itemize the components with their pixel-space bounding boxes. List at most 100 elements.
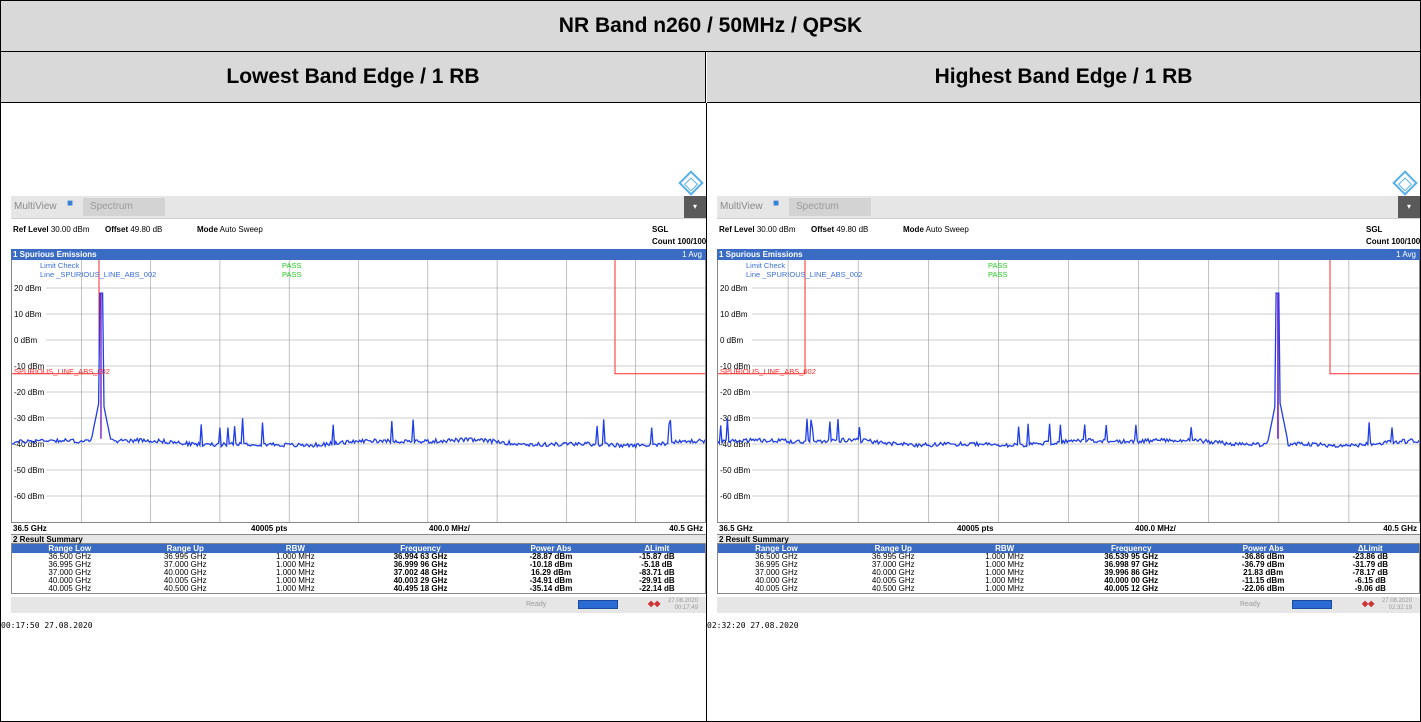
offset-label: Offset	[811, 225, 835, 234]
chevron-down-icon[interactable]: ▾	[684, 196, 706, 218]
table-cell: -29.91 dB	[639, 576, 675, 585]
offset: Offset 49.80 dB	[811, 225, 868, 234]
result-summary-header: 2 Result Summary	[717, 535, 1420, 544]
status-timestamp: 27.08.2020 00:17:49	[668, 598, 698, 612]
sweep-count: Count 100/100	[1366, 237, 1420, 246]
sweep-mode-label: Mode	[903, 225, 924, 234]
table-cell: 40.003 29 GHz	[393, 576, 448, 585]
y-tick-bg	[12, 309, 46, 319]
column-header: Power Abs	[493, 544, 609, 553]
chevron-down-icon[interactable]: ▾	[1398, 196, 1420, 218]
table-row: 36.995 GHz 37.000 GHz 1.000 MHz 36.998 97 G…	[718, 561, 1419, 569]
ref-level-label: Ref Level	[719, 225, 755, 234]
table-cell: 37.002 48 GHz	[393, 568, 448, 577]
y-tick-bg	[718, 413, 752, 423]
window-title: 1 Spurious Emissions	[13, 250, 97, 259]
axis-start: 36.5 GHz	[719, 524, 753, 533]
tab-multiview[interactable]: MultiView	[14, 201, 57, 212]
y-tick-bg	[718, 439, 752, 449]
table-cell: 1.000 MHz	[276, 560, 315, 569]
status-timestamp: 27.08.2020 02:32:19	[1382, 598, 1412, 612]
table-cell: 37.000 GHz	[163, 560, 207, 569]
rs-logo-icon	[678, 170, 704, 196]
limit-check-label: Limit Check	[746, 261, 785, 270]
instrument-screen: MultiView ■ Spectrum ▾ Ref Level 30.00 dBm Of…	[11, 196, 706, 616]
panel-heading-right: Highest Band Edge / 1 RB	[707, 52, 1420, 103]
table-cell: 40.500 GHz	[163, 584, 207, 593]
table-cell: 40.005 GHz	[163, 576, 207, 585]
y-tick-label: -10 dBm	[14, 362, 45, 371]
axis-stop: 40.5 GHz	[1383, 524, 1417, 533]
y-tick-label: -60 dBm	[14, 492, 45, 501]
limit-line	[718, 260, 806, 375]
column-header: Frequency	[347, 544, 494, 553]
table-cell: 37.000 GHz	[755, 568, 798, 577]
sweep-mode-value: Auto Sweep	[219, 225, 263, 234]
axis-stop: 40.5 GHz	[669, 524, 703, 533]
status-date: 27.08.2020	[668, 598, 699, 604]
result-table: Range Low Range Up RBW Frequency Power Abs ΔL…	[12, 544, 705, 593]
table-cell: -31.79 dB	[1352, 560, 1389, 569]
y-tick-bg	[718, 465, 752, 475]
column-header: Power Abs	[1204, 544, 1322, 553]
spectrum-plot: 20 dBm 10 dBm 0 dBm -10 dBm -20 dBm -30 dBm -4…	[717, 260, 1420, 522]
spectrum-trace	[12, 292, 705, 450]
table-cell: 40.495 18 GHz	[393, 584, 448, 593]
table-cell: 36.539 95 GHz	[1104, 552, 1159, 561]
table-cell: 36.998 97 GHz	[1104, 560, 1159, 569]
table-cell: 36.995 GHz	[871, 552, 915, 561]
page-title: NR Band n260 / 50MHz / QPSK	[1, 1, 1420, 52]
panel-highest-band-edge: MultiView ■ Spectrum ▾ Ref Level 30.00 dBm Of…	[707, 104, 1420, 722]
table-cell: 16.29 dBm	[530, 568, 571, 577]
column-header: Range Up	[127, 544, 244, 553]
column-header: Frequency	[1057, 544, 1205, 553]
limit-check-label: Limit Check	[40, 261, 79, 270]
column-header: Range Low	[718, 544, 835, 553]
y-tick-label: -40 dBm	[720, 440, 751, 449]
sweep-mode-label: Mode	[197, 225, 218, 234]
sweep-count: Count 100/100	[652, 237, 706, 246]
ref-level: Ref Level 30.00 dBm	[719, 225, 796, 234]
result-table: Range Low Range Up RBW Frequency Power Abs ΔL…	[718, 544, 1419, 593]
column-header: ΔLimit	[608, 544, 705, 553]
table-cell: 40.005 12 GHz	[1104, 584, 1159, 593]
multiview-tabbar: MultiView ■ Spectrum ▾	[717, 196, 1420, 219]
limit-line-label: Line _SPURIOUS_LINE_ABS_002	[40, 270, 156, 279]
column-divider	[706, 103, 707, 721]
table-cell: -22.06 dBm	[1241, 584, 1285, 593]
y-tick-label: 10 dBm	[720, 310, 748, 319]
y-tick-label: -50 dBm	[14, 466, 45, 475]
tab-spectrum[interactable]: Spectrum	[789, 198, 871, 216]
panel-heading-left: Lowest Band Edge / 1 RB	[1, 52, 706, 103]
tab-multiview[interactable]: MultiView	[720, 201, 763, 212]
table-cell: -9.06 dB	[1354, 584, 1386, 593]
ref-level: Ref Level 30.00 dBm	[13, 225, 90, 234]
y-tick-bg	[12, 387, 46, 397]
column-header: RBW	[243, 544, 348, 553]
table-cell: -36.86 dBm	[1241, 552, 1285, 561]
table-row: 36.500 GHz 36.995 GHz 1.000 MHz 36.539 95 G…	[718, 553, 1419, 561]
tab-spectrum[interactable]: Spectrum	[83, 198, 165, 216]
y-tick-label: -30 dBm	[14, 414, 45, 423]
table-cell: -23.86 dB	[1352, 552, 1389, 561]
window-header: 1 Spurious Emissions 1 Avg	[11, 249, 706, 260]
table-cell: -5.18 dB	[641, 560, 673, 569]
y-tick-bg	[718, 491, 752, 501]
offset: Offset 49.80 dB	[105, 225, 162, 234]
rs-status-icon: ◆◆	[648, 599, 661, 608]
y-tick-label: -10 dBm	[720, 362, 751, 371]
axis-span: 400.0 MHz/	[429, 524, 470, 533]
trace-avg-badge: 1 Avg	[682, 250, 702, 259]
offset-label: Offset	[105, 225, 129, 234]
table-cell: 40.005 GHz	[871, 576, 915, 585]
spectrum-trace	[718, 292, 1419, 449]
ref-level-value: 30.00 dBm	[50, 225, 90, 234]
ref-level-value: 30.00 dBm	[756, 225, 796, 234]
y-tick-label: 20 dBm	[14, 284, 42, 293]
table-cell: 1.000 MHz	[985, 576, 1024, 585]
table-row: 40.000 GHz 40.005 GHz 1.000 MHz 40.003 29 G…	[12, 577, 705, 585]
table-cell: -11.15 dBm	[1242, 576, 1285, 585]
spectrum-svg: 20 dBm 10 dBm 0 dBm -10 dBm -20 dBm -30 dBm -4…	[718, 260, 1419, 522]
axis-start: 36.5 GHz	[13, 524, 47, 533]
y-tick-label: -20 dBm	[14, 388, 45, 397]
